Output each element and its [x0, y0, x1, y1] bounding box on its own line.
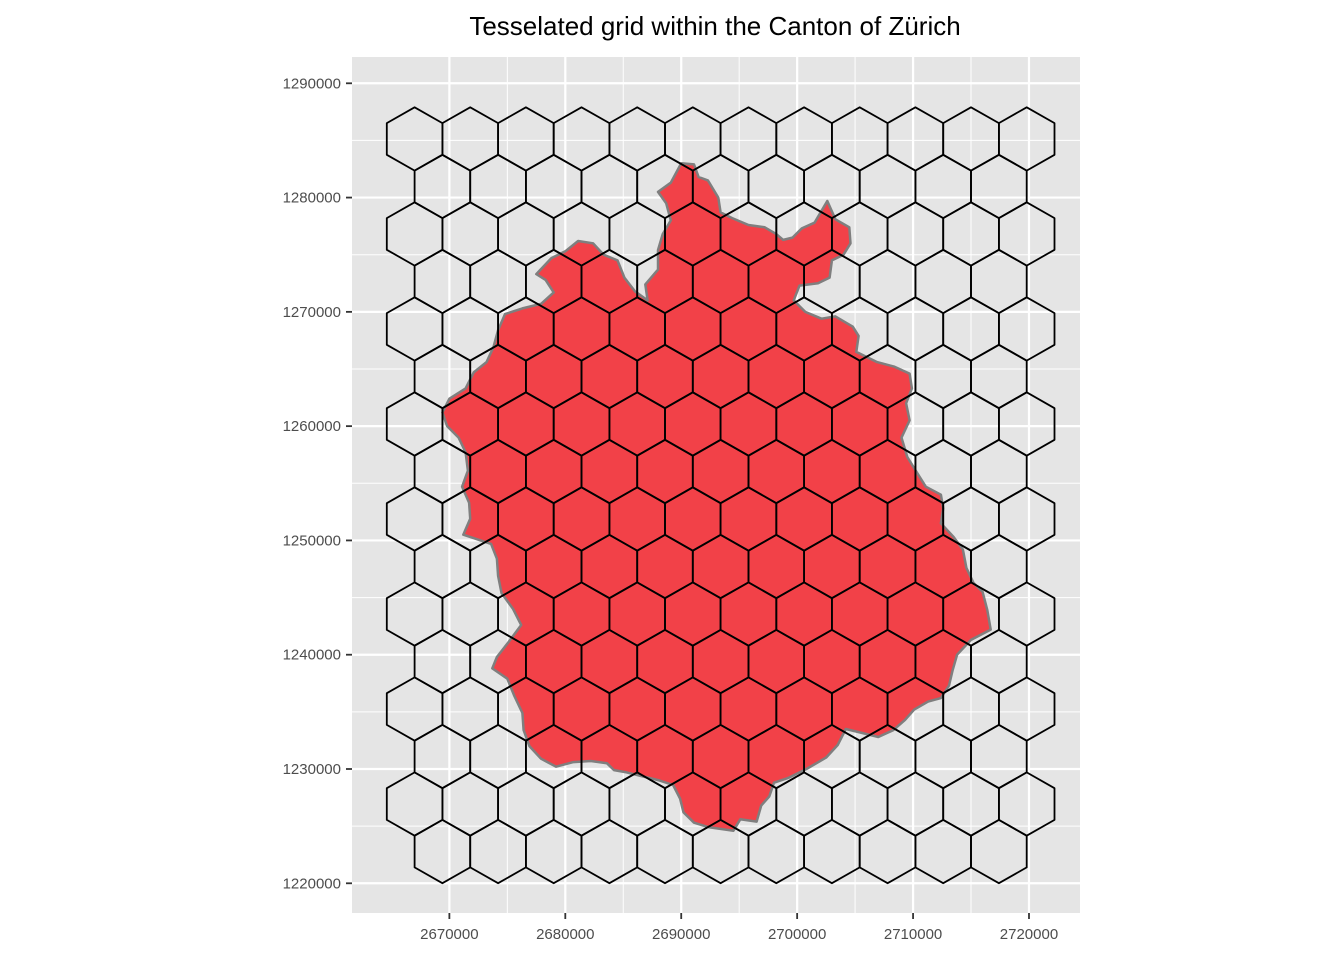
y-tick-label: 1260000	[283, 418, 341, 435]
y-tick-label: 1220000	[283, 875, 341, 892]
y-tick-label: 1270000	[283, 304, 341, 321]
hex-cell	[970, 819, 1028, 885]
hex-grid	[385, 106, 1056, 885]
x-tick-label: 2670000	[420, 926, 478, 943]
y-tick-label: 1290000	[283, 75, 341, 92]
x-tick-label: 2700000	[768, 926, 826, 943]
chart-title: Tesselated grid within the Canton of Zür…	[469, 11, 960, 41]
x-tick-label: 2710000	[884, 926, 942, 943]
x-tick-label: 2720000	[1000, 926, 1058, 943]
y-tick-label: 1280000	[283, 190, 341, 207]
y-tick-label: 1250000	[283, 532, 341, 549]
y-tick-label: 1230000	[283, 761, 341, 778]
x-axis: 2670000 2680000 2690000 2700000 2710000 27200…	[420, 913, 1058, 943]
x-tick-label: 2680000	[536, 926, 594, 943]
x-tick-label: 2690000	[652, 926, 710, 943]
y-axis: 1220000 1230000 1240000 1250000 1260000 12700…	[283, 75, 352, 892]
y-tick-label: 1240000	[283, 647, 341, 664]
